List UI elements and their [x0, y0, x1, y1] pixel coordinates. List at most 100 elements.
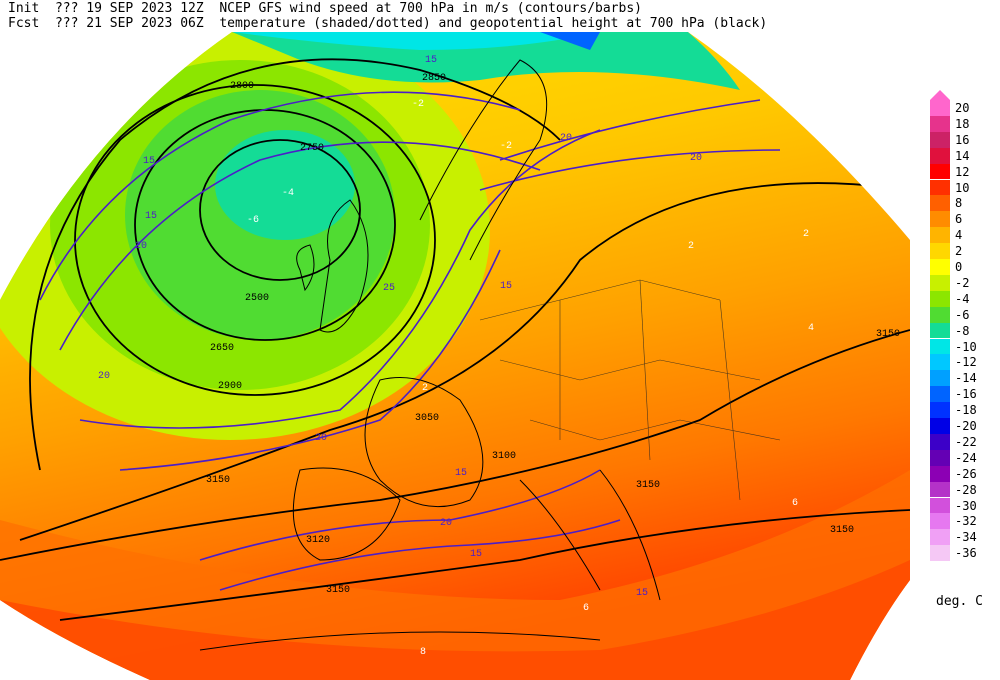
- colorbar-label: 8: [955, 196, 963, 211]
- height-label: 3150: [636, 480, 660, 491]
- height-label: 3150: [830, 525, 854, 536]
- wind-label: 15: [143, 156, 155, 167]
- colorbar-label: -30: [955, 498, 977, 513]
- colorbar-label: 0: [955, 260, 963, 274]
- wind-contour: [79, 129, 601, 429]
- colorbar-swatch: [930, 338, 950, 355]
- border-line: [719, 299, 741, 501]
- colorbar-swatch: [930, 227, 950, 244]
- coast-north-africa: [199, 631, 601, 651]
- init-qualifier: ???: [54, 1, 79, 16]
- colorbar-label: -24: [955, 450, 977, 465]
- wind-label: 15: [425, 55, 437, 66]
- colorbar-swatch: [930, 418, 950, 434]
- header-line-fcst: Fcst ??? 21 SEP 2023 06Z temperature (sh…: [8, 16, 767, 31]
- temperature-label: -4: [282, 188, 294, 199]
- temperature-label: 4: [808, 323, 814, 334]
- temperature-label: -2: [500, 141, 512, 152]
- fcst-prefix: Fcst: [8, 16, 40, 31]
- colorbar-swatch: [930, 465, 950, 482]
- colorbar-swatch: [930, 513, 950, 530]
- colorbar-label: -18: [955, 403, 977, 418]
- wind-contour: [39, 91, 521, 301]
- colorbar-swatch: [930, 545, 950, 562]
- colorbar-swatch: [930, 274, 950, 291]
- height-contours: [0, 58, 910, 621]
- colorbar-swatch: [930, 195, 950, 212]
- colorbar-label: -16: [955, 387, 977, 402]
- colorbar-swatch: [930, 497, 950, 514]
- colorbar-label: -34: [955, 530, 977, 545]
- temperature-label: 2: [803, 229, 809, 240]
- colorbar-swatch: [930, 402, 950, 418]
- height-contour: [0, 329, 910, 561]
- colorbar-label: 16: [955, 132, 970, 147]
- wind-label: 15: [145, 211, 157, 222]
- wind-contours: [39, 91, 781, 591]
- init-time: 19 SEP 2023 12Z: [86, 1, 204, 16]
- colorbar-swatch: [930, 449, 950, 466]
- colorbar-swatch: [930, 370, 950, 387]
- colorbar-label: 20: [955, 101, 970, 115]
- colorbar-label: -36: [955, 546, 977, 561]
- colorbar-swatch: [930, 529, 950, 546]
- wind-contour: [479, 149, 781, 191]
- coast-balkans: [599, 469, 661, 601]
- wind-label: 25: [383, 283, 395, 294]
- height-label: 3150: [876, 329, 900, 340]
- temperature-label: -2: [412, 99, 424, 110]
- height-label: 2500: [245, 293, 269, 304]
- colorbar-swatch: [930, 259, 950, 275]
- colorbar-label: -14: [955, 371, 977, 386]
- colorbar-swatch: [930, 179, 950, 196]
- wind-label: 15: [455, 468, 467, 479]
- colorbar-swatch: [930, 147, 950, 164]
- height-contour: [19, 182, 910, 541]
- colorbar-swatch: [930, 243, 950, 259]
- colorbar-label: 10: [955, 180, 970, 195]
- colorbar-label: -8: [955, 323, 970, 338]
- colorbar-label: -10: [955, 339, 977, 354]
- coast-italy: [519, 479, 601, 591]
- north-coldest: [540, 32, 600, 50]
- border-line: [639, 279, 651, 461]
- header-line-init: Init ??? 19 SEP 2023 12Z NCEP GFS wind s…: [8, 1, 642, 16]
- colorbar-swatch: [930, 115, 950, 132]
- coast-british-isles: [319, 199, 369, 333]
- wind-contour: [219, 519, 621, 591]
- north-cold: [232, 32, 740, 90]
- colorbar-swatch: [930, 100, 950, 116]
- temperature-label: 2: [688, 241, 694, 252]
- temperature-label: 6: [792, 498, 798, 509]
- wind-label: 20: [135, 241, 147, 252]
- map-title-line1: NCEP GFS wind speed at 700 hPa in m/s (c…: [219, 1, 642, 16]
- wind-label: 20: [440, 518, 452, 529]
- colorbar-label: -26: [955, 466, 977, 481]
- wind-label: 20: [98, 371, 110, 382]
- colorbar-swatch: [930, 290, 950, 307]
- colorbar-label: 2: [955, 244, 963, 259]
- colorbar-swatch: [930, 211, 950, 228]
- wind-label: 15: [636, 588, 648, 599]
- wind-contour: [119, 249, 501, 471]
- wind-label: 20: [690, 153, 702, 164]
- colorbar-top-arrow: [930, 90, 950, 100]
- map-title-line2: temperature (shaded/dotted) and geopoten…: [219, 16, 768, 31]
- height-label: 3150: [206, 475, 230, 486]
- colorbar-swatch: [930, 322, 950, 339]
- colorbar-swatch: [930, 354, 950, 371]
- north-colder: [232, 32, 600, 50]
- colorbar-label: -4: [955, 291, 970, 306]
- height-label: 2800: [230, 81, 254, 92]
- border-line: [499, 359, 761, 381]
- colorbar-label: -2: [955, 275, 970, 290]
- wind-label: 15: [470, 549, 482, 560]
- init-prefix: Init: [8, 1, 40, 16]
- colorbar-label: -28: [955, 482, 977, 497]
- colorbar-swatch: [930, 306, 950, 323]
- colorbar-swatch: [930, 386, 950, 403]
- height-label: 3050: [415, 413, 439, 424]
- colorbar-label: 4: [955, 228, 963, 243]
- wind-labels: 15 15 15 20 20 20 20 25 15 20 15 15 15 2…: [98, 55, 702, 599]
- colorbar-label: -6: [955, 307, 970, 322]
